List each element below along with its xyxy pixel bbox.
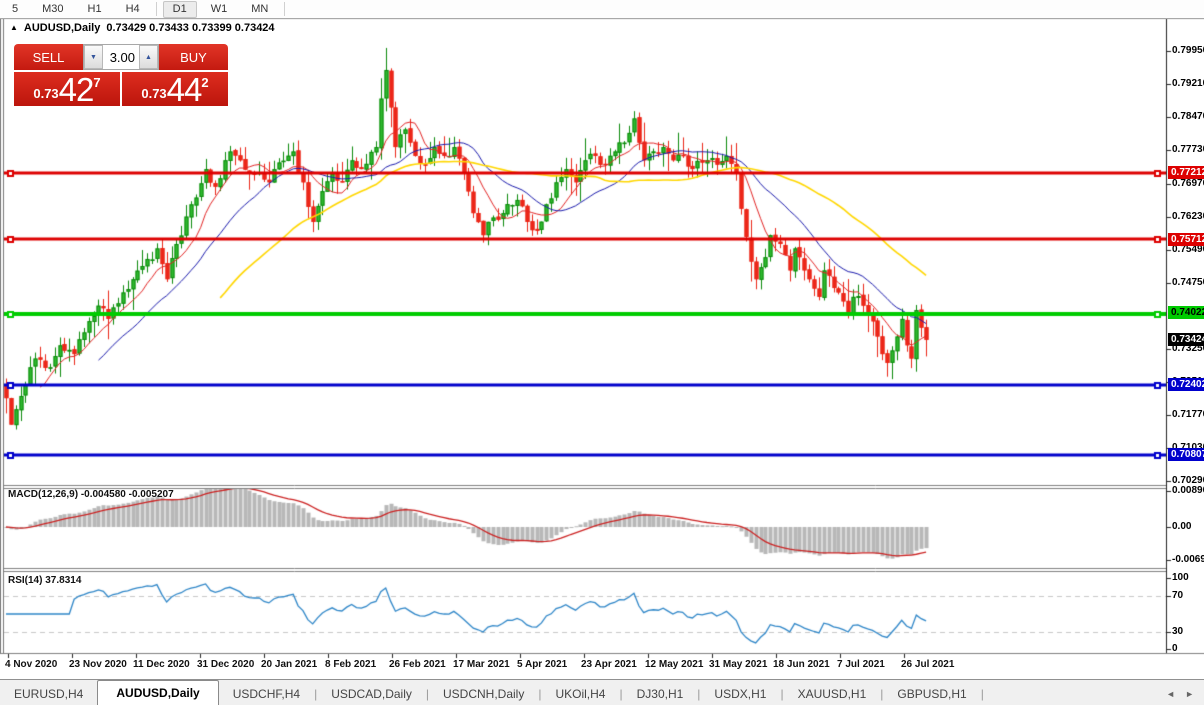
tab-separator: | bbox=[314, 687, 318, 701]
rsi-axis-label: 0 bbox=[1172, 643, 1178, 654]
rsi-axis-label: 70 bbox=[1172, 590, 1184, 601]
volume-input[interactable]: 3.00 bbox=[109, 49, 135, 65]
volume-stepper: ▼ 3.00 ▲ bbox=[83, 44, 159, 70]
price-tag: 0.75712 bbox=[1168, 233, 1204, 246]
sell-price-prefix: 0.73 bbox=[33, 86, 59, 101]
price-tag: 0.77212 bbox=[1168, 166, 1204, 179]
chart-title-row: ▲ AUDUSD,Daily 0.73429 0.73433 0.73399 0… bbox=[10, 22, 275, 34]
timeframe-button-mn[interactable]: MN bbox=[251, 2, 269, 15]
chart-tab-ukoil[interactable]: UKOil,H4 bbox=[555, 687, 606, 701]
chart-tab-usdchf[interactable]: USDCHF,H4 bbox=[232, 687, 301, 701]
date-axis-label: 4 Nov 2020 bbox=[5, 659, 58, 670]
tab-separator: | bbox=[425, 687, 429, 701]
chart-tab-usdcad[interactable]: USDCAD,Daily bbox=[331, 687, 412, 701]
macd-axis-label: -0.00697 bbox=[1172, 554, 1204, 565]
tabs-scroll-right-icon[interactable]: ► bbox=[1185, 689, 1194, 699]
tab-separator: | bbox=[880, 687, 884, 701]
toolbar-separator bbox=[155, 2, 157, 16]
price-axis-label: 0.71030 bbox=[1172, 442, 1204, 453]
date-axis-label: 23 Apr 2021 bbox=[581, 659, 637, 670]
one-click-trading-panel: SELL ▼ 3.00 ▲ BUY 0.73 42 7 0.73 44 2 bbox=[14, 44, 228, 106]
date-axis-label: 7 Jul 2021 bbox=[837, 659, 885, 670]
buy-button[interactable]: BUY bbox=[159, 44, 228, 70]
buy-price-prefix: 0.73 bbox=[141, 86, 167, 101]
date-axis-label: 12 May 2021 bbox=[645, 659, 704, 670]
chart-tab-xauusd[interactable]: XAUUSD,H1 bbox=[797, 687, 867, 701]
date-axis-label: 17 Mar 2021 bbox=[453, 659, 510, 670]
rsi-axis-label: 100 bbox=[1172, 572, 1189, 583]
sell-price-big: 42 bbox=[58, 71, 95, 108]
one-click-panel-collapse-icon[interactable]: ▲ bbox=[10, 23, 18, 32]
price-tag: 0.73424 bbox=[1168, 333, 1204, 346]
date-axis-label: 5 Apr 2021 bbox=[517, 659, 568, 670]
buy-price-pip: 2 bbox=[201, 75, 209, 90]
tab-separator: | bbox=[780, 687, 784, 701]
date-axis-label: 31 Dec 2020 bbox=[197, 659, 255, 670]
date-axis-label: 18 Jun 2021 bbox=[773, 659, 830, 670]
tab-separator: | bbox=[697, 687, 701, 701]
timeframe-button-d1[interactable]: D1 bbox=[162, 0, 197, 18]
tabs-scroll-left-icon[interactable]: ◄ bbox=[1166, 689, 1176, 699]
rsi-axis-label: 30 bbox=[1172, 626, 1184, 637]
tab-separator: | bbox=[538, 687, 542, 701]
timeframe-toolbar: 5 M30 H1 H4 D1 W1 MN bbox=[0, 0, 1204, 19]
date-axis-label: 23 Nov 2020 bbox=[69, 659, 127, 670]
chart-tab-usdx[interactable]: USDX,H1 bbox=[714, 687, 767, 701]
price-tag: 0.72402 bbox=[1168, 378, 1204, 391]
date-axis-label: 20 Jan 2021 bbox=[261, 659, 318, 670]
chart-tab-bar: EURUSD,H4 AUDUSD,Daily USDCHF,H4 | USDCAD,Da… bbox=[0, 679, 1204, 705]
sell-price-pip: 7 bbox=[93, 75, 101, 90]
price-tag: 0.70807 bbox=[1168, 448, 1204, 461]
chart-tab-eurusd[interactable]: EURUSD,H4 bbox=[14, 687, 84, 701]
buy-price-display: 0.73 44 2 bbox=[122, 72, 228, 106]
timeframe-button-m30[interactable]: M30 bbox=[42, 2, 64, 15]
tab-separator: | bbox=[619, 687, 623, 701]
sell-button[interactable]: SELL bbox=[14, 44, 83, 70]
date-axis-label: 26 Jul 2021 bbox=[901, 659, 955, 670]
volume-decrease-icon[interactable]: ▼ bbox=[84, 45, 103, 69]
chart-tab-gbpusd[interactable]: GBPUSD,H1 bbox=[897, 687, 967, 701]
rsi-indicator-label: RSI(14) 37.8314 bbox=[8, 575, 82, 586]
timeframe-button-h4[interactable]: H4 bbox=[125, 2, 140, 15]
timeframe-button-w1[interactable]: W1 bbox=[210, 2, 228, 15]
timeframe-button-5[interactable]: 5 bbox=[12, 2, 19, 15]
date-axis-label: 31 May 2021 bbox=[709, 659, 768, 670]
date-axis-label: 26 Feb 2021 bbox=[389, 659, 446, 670]
buy-price-big: 44 bbox=[166, 71, 203, 108]
toolbar-separator bbox=[284, 2, 286, 16]
chart-tab-dj30[interactable]: DJ30,H1 bbox=[636, 687, 684, 701]
chart-tab-usdcnh[interactable]: USDCNH,Daily bbox=[443, 687, 525, 701]
date-axis-label: 11 Dec 2020 bbox=[133, 659, 190, 670]
macd-axis-label: 0.00 bbox=[1172, 521, 1192, 532]
macd-indicator-label: MACD(12,26,9) -0.004580 -0.005207 bbox=[8, 489, 174, 500]
chart-symbol-title: AUDUSD,Daily bbox=[23, 22, 101, 34]
timeframe-button-h1[interactable]: H1 bbox=[87, 2, 102, 15]
volume-increase-icon[interactable]: ▲ bbox=[139, 45, 158, 69]
date-axis-label: 8 Feb 2021 bbox=[325, 659, 377, 670]
tab-separator: | bbox=[980, 687, 984, 701]
sell-price-display: 0.73 42 7 bbox=[14, 72, 120, 106]
price-tag: 0.74022 bbox=[1168, 306, 1204, 319]
chart-ohlc-quotes: 0.73429 0.73433 0.73399 0.73424 bbox=[106, 22, 275, 34]
chart-tab-audusd[interactable]: AUDUSD,Daily bbox=[97, 680, 219, 705]
